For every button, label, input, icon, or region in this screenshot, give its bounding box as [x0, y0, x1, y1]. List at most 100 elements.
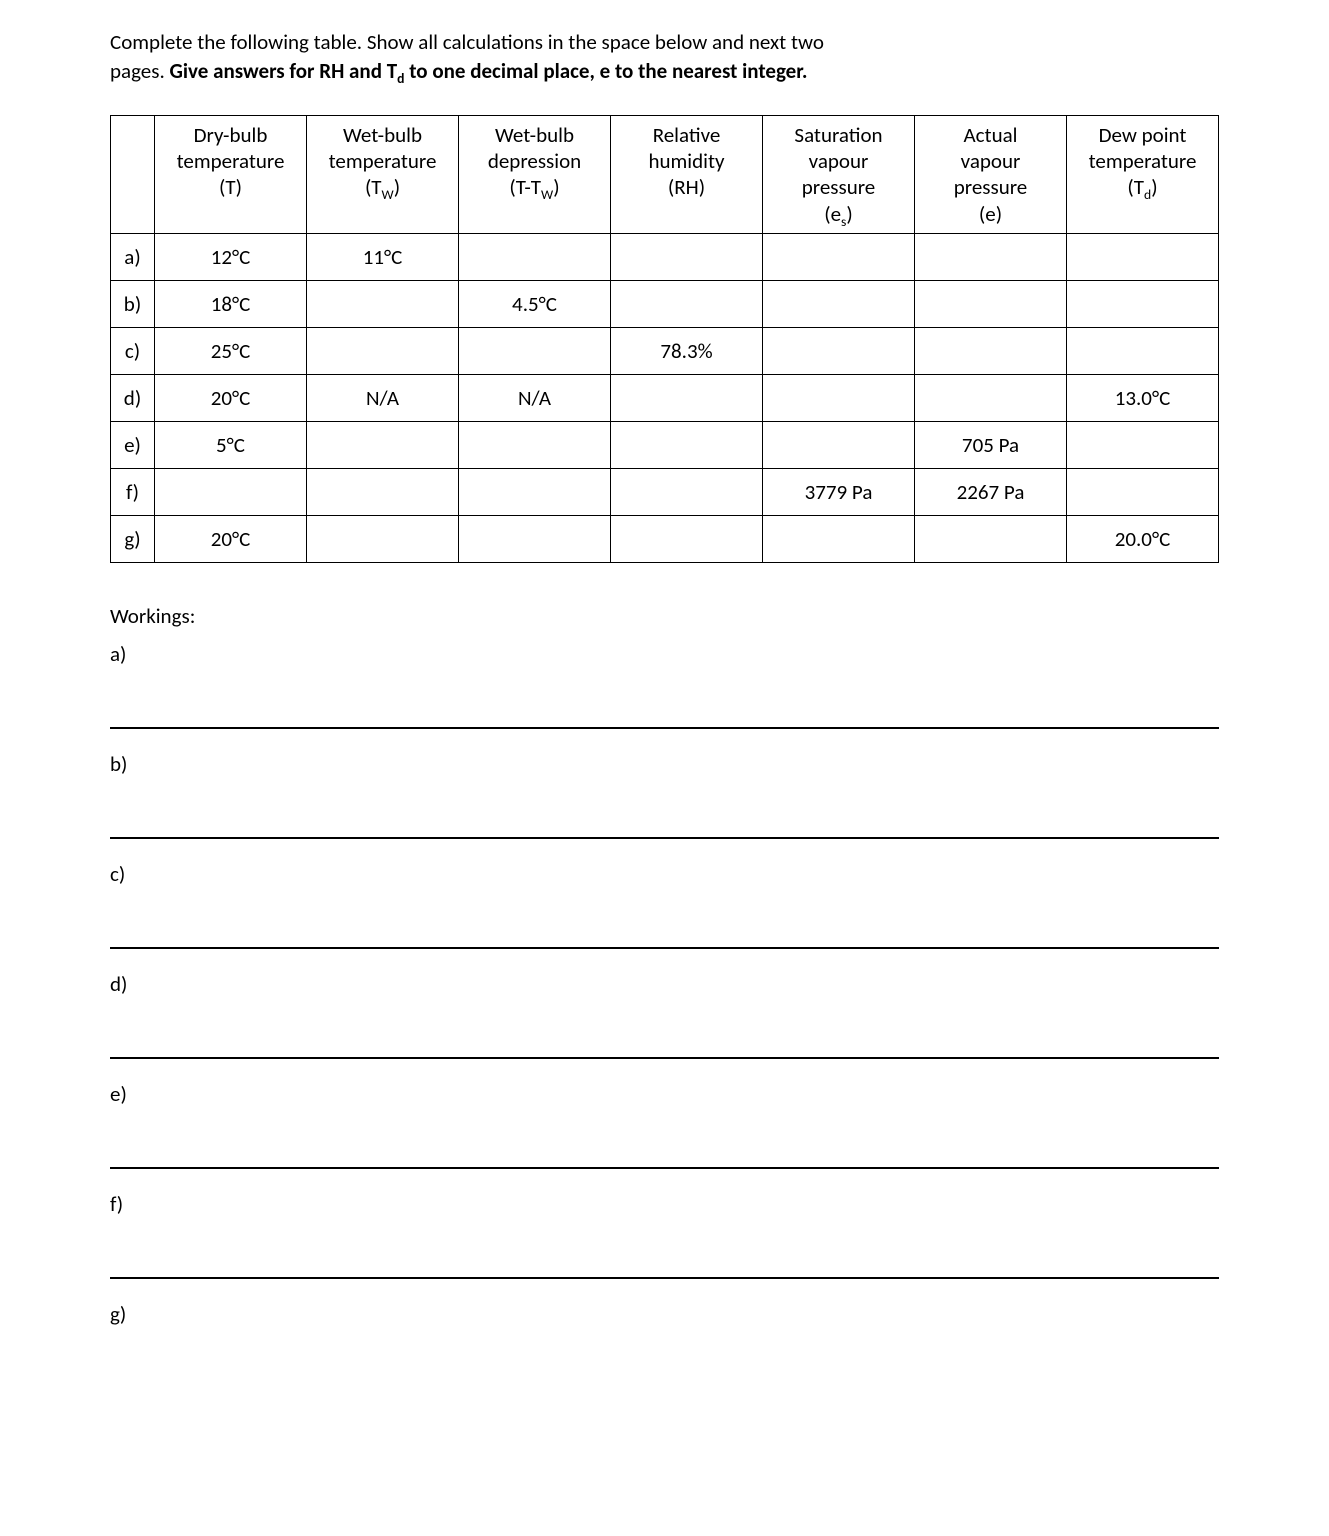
cell	[1067, 468, 1219, 515]
workings-item: f)	[110, 1191, 1219, 1279]
workings-label: f)	[110, 1191, 1219, 1217]
cell	[763, 515, 915, 562]
cell	[611, 233, 763, 280]
workings-title: Workings:	[110, 603, 1219, 629]
cell	[155, 468, 307, 515]
cell	[307, 327, 459, 374]
workings-label: a)	[110, 641, 1219, 667]
cell	[611, 374, 763, 421]
instruction-line2-bold: Give answers for RH and Td to one decima…	[170, 58, 808, 84]
workings-item: e)	[110, 1081, 1219, 1169]
row-label: e)	[111, 421, 155, 468]
cell	[915, 327, 1067, 374]
workings-list: a) b) c) d) e) f) g)	[110, 641, 1219, 1327]
cell	[611, 468, 763, 515]
workings-line	[110, 947, 1219, 949]
row-label: a)	[111, 233, 155, 280]
cell: 18°C	[155, 280, 307, 327]
cell	[611, 421, 763, 468]
cell: 4.5°C	[459, 280, 611, 327]
cell	[1067, 233, 1219, 280]
cell	[763, 280, 915, 327]
table-row: g)20°C20.0°C	[111, 515, 1219, 562]
cell	[1067, 327, 1219, 374]
header-blank	[111, 115, 155, 233]
cell	[307, 515, 459, 562]
instructions: Complete the following table. Show all c…	[110, 28, 1219, 87]
workings-line	[110, 837, 1219, 839]
table-row: a)12°C11°C	[111, 233, 1219, 280]
instruction-line1: Complete the following table. Show all c…	[110, 29, 824, 55]
row-label: b)	[111, 280, 155, 327]
workings-section: Workings: a) b) c) d) e) f) g)	[110, 603, 1219, 1327]
cell	[915, 374, 1067, 421]
cell: 78.3%	[611, 327, 763, 374]
cell	[915, 280, 1067, 327]
cell: 12°C	[155, 233, 307, 280]
workings-item: c)	[110, 861, 1219, 949]
header-es: Saturation vapour pressure (es)	[763, 115, 915, 233]
table-row: e)5°C 705 Pa	[111, 421, 1219, 468]
workings-line	[110, 1167, 1219, 1169]
cell: N/A	[307, 374, 459, 421]
header-td: Dew point temperature (Td)	[1067, 115, 1219, 233]
row-label: d)	[111, 374, 155, 421]
cell	[307, 421, 459, 468]
workings-item: g)	[110, 1301, 1219, 1327]
workings-label: g)	[110, 1301, 1219, 1327]
table-row: f) 3779 Pa2267 Pa	[111, 468, 1219, 515]
workings-item: d)	[110, 971, 1219, 1059]
cell: 3779 Pa	[763, 468, 915, 515]
workings-item: a)	[110, 641, 1219, 729]
workings-label: e)	[110, 1081, 1219, 1107]
cell	[459, 327, 611, 374]
cell	[763, 327, 915, 374]
data-table: Dry-bulb temperature (T) Wet-bulb temper…	[110, 115, 1219, 563]
header-e: Actual vapour pressure (e)	[915, 115, 1067, 233]
row-label: f)	[111, 468, 155, 515]
cell: N/A	[459, 374, 611, 421]
table-row: b)18°C 4.5°C	[111, 280, 1219, 327]
cell	[763, 421, 915, 468]
workings-label: d)	[110, 971, 1219, 997]
header-wet-bulb: Wet-bulb temperature (TW)	[307, 115, 459, 233]
cell: 2267 Pa	[915, 468, 1067, 515]
workings-line	[110, 1277, 1219, 1279]
cell	[459, 421, 611, 468]
cell	[611, 280, 763, 327]
header-depression: Wet-bulb depression (T-TW)	[459, 115, 611, 233]
cell: 20°C	[155, 374, 307, 421]
cell	[1067, 280, 1219, 327]
instruction-line2-prefix: pages.	[110, 58, 170, 84]
header-row: Dry-bulb temperature (T) Wet-bulb temper…	[111, 115, 1219, 233]
cell: 13.0°C	[1067, 374, 1219, 421]
workings-label: c)	[110, 861, 1219, 887]
cell	[915, 515, 1067, 562]
cell	[459, 515, 611, 562]
cell: 705 Pa	[915, 421, 1067, 468]
header-dry-bulb: Dry-bulb temperature (T)	[155, 115, 307, 233]
workings-label: b)	[110, 751, 1219, 777]
cell: 11°C	[307, 233, 459, 280]
table-row: d)20°CN/AN/A13.0°C	[111, 374, 1219, 421]
cell	[915, 233, 1067, 280]
workings-line	[110, 1057, 1219, 1059]
row-label: c)	[111, 327, 155, 374]
row-label: g)	[111, 515, 155, 562]
workings-line	[110, 727, 1219, 729]
cell	[763, 233, 915, 280]
header-rh: Relative humidity (RH)	[611, 115, 763, 233]
cell	[459, 233, 611, 280]
cell	[307, 280, 459, 327]
table-row: c)25°C 78.3%	[111, 327, 1219, 374]
table-body: a)12°C11°Cb)18°C4.5°Cc)25°C78.3%d)20°CN/…	[111, 233, 1219, 562]
cell	[611, 515, 763, 562]
cell	[307, 468, 459, 515]
workings-item: b)	[110, 751, 1219, 839]
cell: 25°C	[155, 327, 307, 374]
cell	[1067, 421, 1219, 468]
cell	[459, 468, 611, 515]
cell: 5°C	[155, 421, 307, 468]
cell	[763, 374, 915, 421]
cell: 20.0°C	[1067, 515, 1219, 562]
